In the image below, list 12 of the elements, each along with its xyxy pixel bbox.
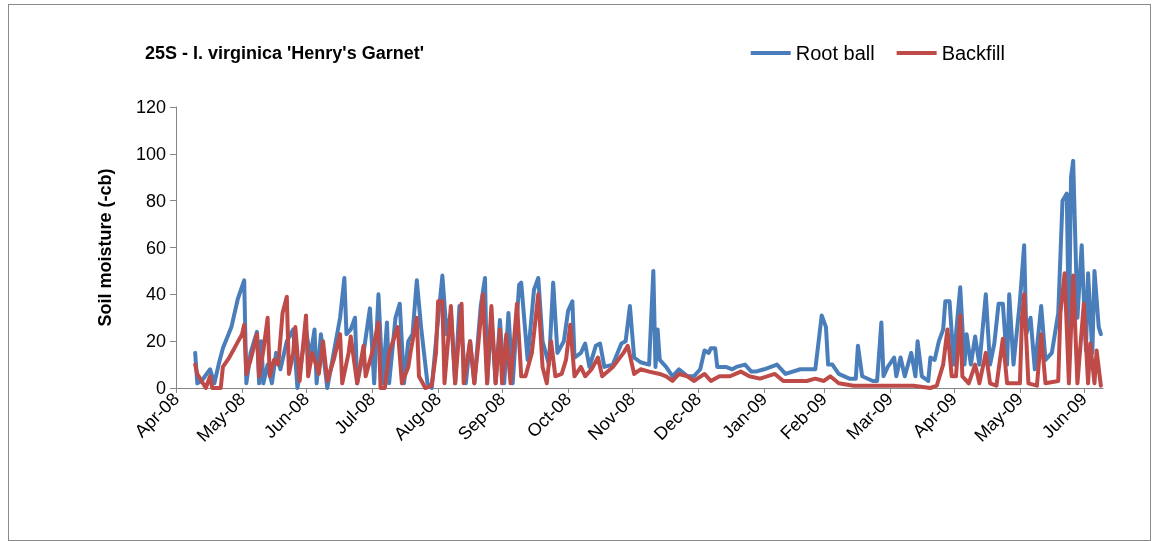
y-tick-label: 20 — [145, 331, 166, 352]
y-tick-label: 80 — [145, 190, 166, 211]
y-tick-label: 60 — [145, 237, 166, 258]
line-series — [193, 271, 1103, 390]
legend-label: Backfill — [941, 42, 1006, 64]
y-axis-title: Soil moisture (-cb) — [95, 168, 115, 327]
y-tick-label: 40 — [145, 284, 166, 305]
y-tick-label: 100 — [135, 143, 166, 164]
legend-label: Root ball — [795, 42, 875, 64]
y-tick-label: 0 — [155, 378, 166, 398]
chart-title: 25S - I. virginica 'Henry's Garnet' — [145, 43, 424, 63]
y-tick-label: 120 — [135, 97, 166, 117]
